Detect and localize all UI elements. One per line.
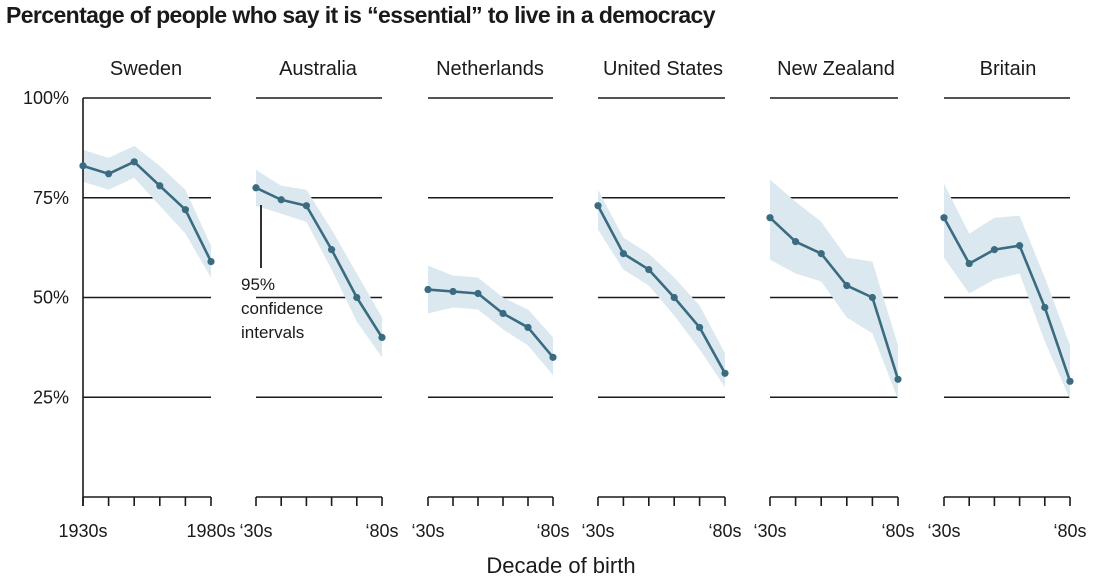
x-tick-label: ‘30s <box>581 521 614 541</box>
data-point <box>424 285 432 294</box>
data-point <box>302 202 310 210</box>
x-tick-label: ‘30s <box>927 521 960 541</box>
series-line <box>255 186 384 339</box>
confidence-interval-annotation: 95% confidence intervals <box>241 205 323 342</box>
data-point <box>499 309 507 318</box>
confidence-band <box>256 169 382 358</box>
confidence-band <box>944 183 1070 400</box>
data-point <box>105 170 113 178</box>
data-point <box>817 250 825 258</box>
data-point <box>549 353 557 361</box>
x-tick-label: ‘30s <box>753 521 786 541</box>
data-point <box>894 375 902 383</box>
data-point <box>868 293 877 302</box>
y-tick-label: 100% <box>23 88 69 108</box>
data-point <box>1066 377 1074 385</box>
data-point <box>156 182 164 190</box>
series-line <box>82 160 213 263</box>
data-point <box>207 257 215 266</box>
data-point <box>328 246 336 254</box>
data-point <box>378 333 386 341</box>
x-tick-label: ‘80s <box>881 521 914 541</box>
panel-new-zealand: New Zealand ‘30s ‘80s <box>753 58 914 541</box>
panel-title: Australia <box>279 58 358 80</box>
confidence-band <box>770 179 898 400</box>
panel-australia: Australia ‘30s ‘80s <box>239 58 398 541</box>
series-line <box>596 205 727 374</box>
data-point <box>277 196 285 204</box>
x-tick-label: ‘80s <box>1053 521 1086 541</box>
panel-sweden: Sweden 25% 50% 75% 100% 1930s 1980s <box>23 58 236 541</box>
panel-netherlands: Netherlands ‘30s ‘80s <box>411 58 569 541</box>
confidence-band <box>428 265 553 376</box>
data-point <box>990 246 999 254</box>
data-point <box>843 281 851 290</box>
panel-britain: Britain ‘30s ‘80s <box>927 58 1086 541</box>
y-tick-label: 75% <box>33 188 69 208</box>
data-point <box>1041 303 1049 312</box>
data-point <box>181 206 189 214</box>
x-tick-label: 1980s <box>186 521 235 541</box>
data-point <box>353 293 361 302</box>
data-point <box>1016 242 1024 250</box>
x-tick-label: ‘80s <box>536 521 569 541</box>
x-tick-label: 1930s <box>58 521 107 541</box>
x-axis-title: Decade of birth <box>486 553 635 578</box>
panel-title: Netherlands <box>436 58 544 80</box>
series-line <box>769 216 900 380</box>
data-point <box>721 369 729 377</box>
data-point <box>474 289 482 298</box>
data-point <box>130 158 138 166</box>
data-point <box>619 250 628 258</box>
data-point <box>792 238 800 246</box>
panel-united-states: United States ‘30s ‘80s <box>581 58 741 541</box>
annotation-text: confidence <box>241 299 323 318</box>
y-tick-label: 25% <box>33 387 69 407</box>
panel-title: New Zealand <box>777 58 895 80</box>
chart-title: Percentage of people who say it is “esse… <box>6 2 716 28</box>
x-tick-label: ‘30s <box>239 521 272 541</box>
panels-layer: Sweden 25% 50% 75% 100% 1930s 1980s Australia ‘3… <box>23 58 1087 541</box>
annotation-text: intervals <box>241 323 304 342</box>
data-point <box>670 293 678 302</box>
data-point <box>79 162 87 170</box>
data-point <box>766 214 774 222</box>
x-tick-label: ‘30s <box>411 521 444 541</box>
data-point <box>252 184 260 192</box>
data-point <box>965 259 973 268</box>
panel-title: Sweden <box>110 58 182 80</box>
data-point <box>645 265 653 274</box>
data-point <box>696 323 704 332</box>
panel-title: United States <box>603 58 723 80</box>
x-tick-label: ‘80s <box>708 521 741 541</box>
panel-title: Britain <box>980 58 1037 80</box>
y-tick-label: 50% <box>33 288 69 308</box>
data-point <box>594 202 602 210</box>
data-point <box>940 214 948 222</box>
annotation-text: 95% <box>241 275 275 294</box>
x-tick-label: ‘80s <box>365 521 398 541</box>
confidence-band <box>83 145 211 278</box>
series-line <box>942 217 1072 382</box>
series-line <box>427 288 554 359</box>
confidence-band <box>598 189 725 388</box>
data-point <box>449 287 457 296</box>
data-point <box>524 323 532 332</box>
